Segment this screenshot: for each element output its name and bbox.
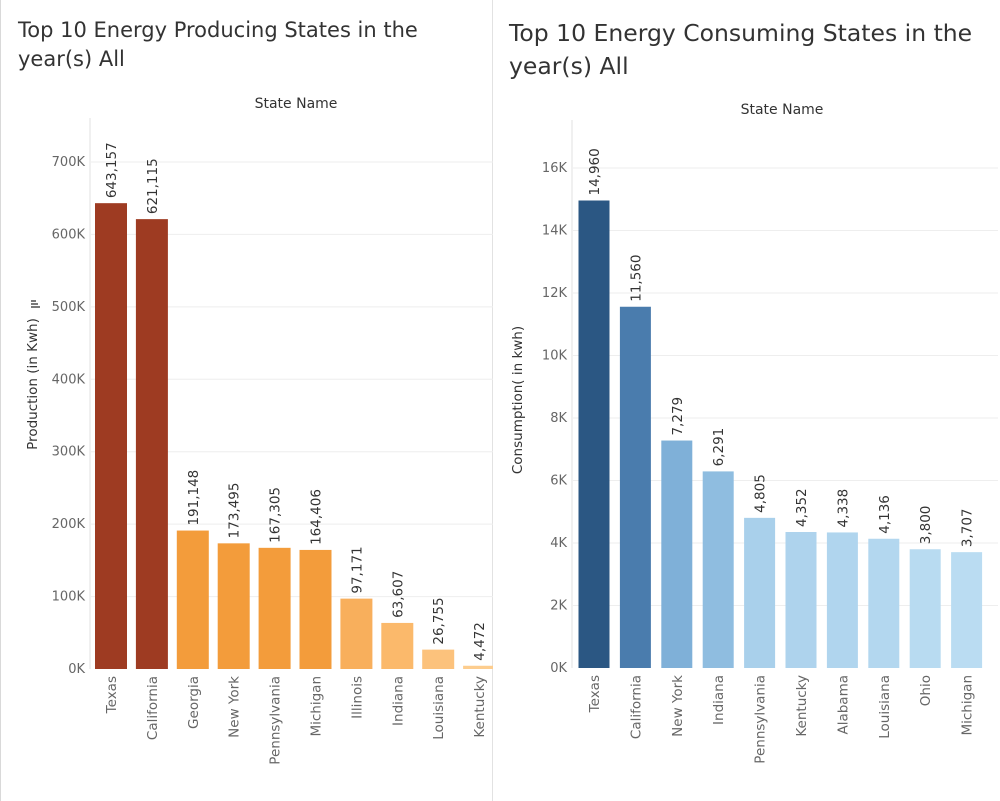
producing-y-tick-label: 700K xyxy=(52,155,86,170)
producing-bar xyxy=(95,203,127,669)
consuming-data-label: 4,352 xyxy=(794,488,810,527)
consuming-y-tick-label: 6K xyxy=(550,474,567,489)
sort-descending-icon xyxy=(31,300,40,308)
consuming-data-label: 14,960 xyxy=(587,148,603,195)
consuming-y-tick-label: 14K xyxy=(542,224,568,239)
consuming-y-tick-label: 16K xyxy=(542,161,568,176)
consuming-bar xyxy=(785,532,817,668)
consuming-bar xyxy=(868,538,900,668)
consuming-bar xyxy=(909,549,941,668)
producing-x-header: State Name xyxy=(255,96,338,112)
consuming-bar xyxy=(951,552,983,668)
producing-data-label: 621,115 xyxy=(145,158,161,214)
consuming-y-axis-label: Consumption( in kwh) xyxy=(510,326,526,474)
consuming-data-label: 4,136 xyxy=(877,495,893,534)
producing-category-label: Texas xyxy=(104,676,120,714)
consuming-category-label: Pennsylvania xyxy=(753,675,769,764)
producing-category-label: New York xyxy=(227,676,243,738)
producing-bar xyxy=(463,665,496,669)
consuming-bar xyxy=(661,440,693,668)
consuming-category-label: Texas xyxy=(587,675,603,713)
consuming-data-label: 11,560 xyxy=(628,255,644,302)
consuming-data-label: 3,800 xyxy=(918,506,934,545)
producing-bar xyxy=(422,649,455,669)
consuming-x-header: State Name xyxy=(741,102,824,118)
consuming-bar xyxy=(619,306,651,668)
consuming-category-label: Ohio xyxy=(918,675,934,706)
producing-y-tick-label: 200K xyxy=(52,517,86,532)
producing-y-tick-label: 600K xyxy=(52,227,86,242)
consuming-category-label: Alabama xyxy=(835,675,851,735)
producing-category-label: Georgia xyxy=(186,676,202,729)
producing-bar xyxy=(381,622,414,669)
consuming-data-label: 4,338 xyxy=(835,489,851,528)
producing-category-label: California xyxy=(145,676,161,740)
producing-bar xyxy=(135,219,168,669)
producing-data-label: 26,755 xyxy=(431,597,447,644)
producing-category-label: Pennsylvania xyxy=(268,676,284,765)
producing-y-tick-label: 400K xyxy=(52,372,86,387)
producing-bar xyxy=(299,549,332,669)
consuming-category-label: Michigan xyxy=(960,675,976,736)
producing-data-label: 63,607 xyxy=(390,571,406,618)
producing-data-label: 173,495 xyxy=(227,483,243,539)
consuming-y-tick-label: 12K xyxy=(542,286,568,301)
producing-bar xyxy=(176,530,209,669)
producing-y-axis-label: Production (in Kwh) xyxy=(25,318,41,450)
producing-bar-chart: State Name 0K 100K 200K 300K 400K 500K 600K 700K… xyxy=(25,96,496,765)
producing-category-label: Michigan xyxy=(309,676,325,737)
producing-category-label: Kentucky xyxy=(472,676,488,738)
consuming-bar-chart: State Name 0K 2K 4K 6K 8K 10K 12K 14K 16K Consumpt… xyxy=(510,102,998,764)
producing-bar xyxy=(340,598,373,669)
producing-y-tick-label: 0K xyxy=(68,662,85,677)
producing-data-label: 643,157 xyxy=(104,142,120,198)
consuming-bar xyxy=(702,471,734,668)
producing-chart-title: Top 10 Energy Producing States in the ye… xyxy=(18,18,418,72)
consuming-category-label: Indiana xyxy=(711,675,727,725)
consuming-data-label: 7,279 xyxy=(670,397,686,436)
consuming-data-label: 3,707 xyxy=(960,509,976,548)
producing-data-label: 191,148 xyxy=(186,470,202,526)
consuming-data-label: 6,291 xyxy=(711,428,727,467)
consuming-category-label: Louisiana xyxy=(877,675,893,739)
consuming-y-tick-label: 2K xyxy=(550,599,567,614)
producing-category-label: Louisiana xyxy=(431,676,447,740)
consuming-bar xyxy=(744,517,776,668)
consuming-bar xyxy=(578,200,610,668)
consuming-y-tick-label: 0K xyxy=(550,661,567,676)
producing-bar xyxy=(258,547,291,669)
producing-y-tick-label: 300K xyxy=(52,445,86,460)
consuming-category-label: California xyxy=(628,675,644,739)
producing-data-label: 97,171 xyxy=(349,546,365,593)
producing-category-label: Indiana xyxy=(390,676,406,726)
consuming-bar xyxy=(826,532,858,668)
consuming-chart-title: Top 10 Energy Consuming States in the ye… xyxy=(509,19,973,80)
consuming-data-label: 4,805 xyxy=(753,474,769,513)
consuming-category-label: Kentucky xyxy=(794,675,810,737)
consuming-y-tick-label: 4K xyxy=(550,536,567,551)
consuming-chart-panel: Top 10 Energy Consuming States in the ye… xyxy=(493,0,1000,801)
consuming-category-label: New York xyxy=(670,675,686,737)
producing-bar xyxy=(217,543,250,669)
producing-data-label: 167,305 xyxy=(268,487,284,543)
consuming-y-tick-label: 8K xyxy=(550,411,567,426)
producing-y-tick-label: 500K xyxy=(52,300,86,315)
producing-y-tick-label: 100K xyxy=(52,590,86,605)
consuming-y-tick-label: 10K xyxy=(542,349,568,364)
producing-chart-panel: Top 10 Energy Producing States in the ye… xyxy=(0,0,496,801)
producing-data-label: 4,472 xyxy=(472,622,488,661)
producing-category-label: Illinois xyxy=(349,676,365,719)
producing-data-label: 164,406 xyxy=(309,489,325,545)
